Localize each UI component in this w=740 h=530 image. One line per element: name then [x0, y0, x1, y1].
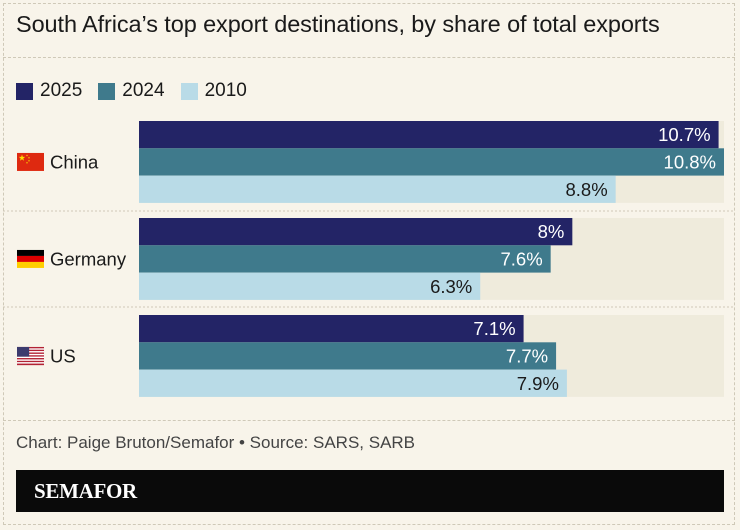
bar-china-2010	[139, 175, 616, 203]
china-flag-icon	[17, 152, 44, 171]
bar-label-germany-2025: 8%	[538, 221, 565, 242]
bar-germany-2024	[139, 245, 551, 273]
bar-label-china-2024: 10.8%	[664, 151, 716, 172]
bar-label-us-2025: 7.1%	[473, 318, 515, 339]
germany-flag-icon	[17, 249, 44, 268]
legend-label-2010: 2010	[204, 80, 247, 101]
bar-china-2024	[139, 148, 724, 176]
category-label-china: China	[50, 151, 99, 172]
legend-label-2024: 2024	[122, 80, 165, 101]
chart-frame	[3, 3, 735, 525]
legend-swatch-2025	[16, 82, 33, 100]
legend-label-2025: 2025	[40, 80, 83, 101]
source-divider	[3, 420, 735, 421]
title-divider	[3, 57, 735, 58]
legend-swatch-2010	[180, 82, 198, 100]
bar-us-2010	[139, 369, 567, 397]
bar-label-germany-2010: 6.3%	[430, 276, 472, 297]
legend-item-2024: 2024	[98, 80, 165, 102]
bar-germany-2025	[139, 218, 573, 246]
bar-china-2025	[139, 121, 719, 149]
us-flag-icon	[17, 346, 44, 366]
bar-germany-2010	[139, 272, 481, 300]
category-label-germany: Germany	[50, 248, 127, 269]
bar-us-2025	[139, 315, 524, 343]
semafor-logo: SEMAFOR	[34, 478, 137, 503]
source-note: Chart: Paige Bruton/Semafor • Source: SA…	[16, 433, 416, 452]
category-label-us: US	[50, 345, 76, 366]
legend: 2025 2024 2010	[16, 80, 263, 102]
chart-title: South Africa’s top export destinations, …	[16, 11, 660, 37]
bar-label-germany-2024: 7.6%	[500, 248, 542, 269]
bar-label-china-2010: 8.8%	[565, 179, 607, 200]
bar-label-china-2025: 10.7%	[658, 124, 710, 145]
brand-bar: SEMAFOR	[16, 470, 724, 512]
bar-us-2024	[139, 342, 557, 370]
legend-item-2025: 2025	[16, 80, 82, 102]
bar-label-us-2024: 7.7%	[506, 345, 548, 366]
legend-item-2010: 2010	[180, 80, 247, 102]
legend-swatch-2024	[98, 82, 116, 100]
bar-label-us-2010: 7.9%	[517, 373, 559, 394]
